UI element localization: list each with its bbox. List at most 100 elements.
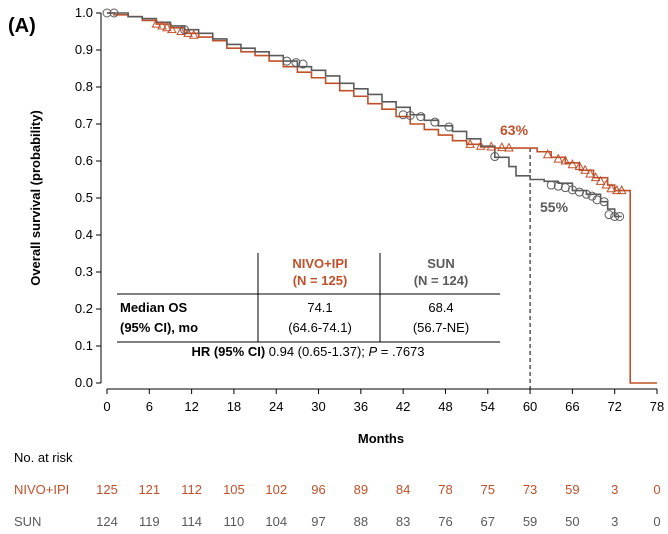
censor-triangle	[616, 185, 627, 195]
risk-value: 83	[396, 514, 410, 529]
risk-value: 3	[611, 514, 618, 529]
censor-triangle	[574, 160, 585, 171]
risk-value: 75	[481, 482, 495, 497]
censor-markers	[102, 8, 627, 221]
censor-circle	[599, 197, 609, 207]
censor-triangle	[188, 29, 199, 39]
censor-circle	[615, 212, 625, 221]
censor-triangle	[497, 142, 507, 152]
censor-triangle	[486, 141, 497, 151]
censor-triangle	[590, 172, 601, 182]
censor-triangle	[585, 168, 595, 178]
x-tick-label: 48	[438, 399, 452, 414]
risk-value: 0	[653, 514, 660, 529]
censor-triangle	[465, 138, 475, 148]
censor-triangle	[606, 183, 617, 193]
censor-circle	[405, 110, 415, 120]
risk-values: 125 121 112 105 102 96 89 84 78 75 73 59 3 0 124 119 114…	[96, 482, 660, 529]
sun-median: 68.4	[428, 300, 453, 315]
nivo-annotation: 63%	[500, 122, 529, 138]
risk-value: 96	[311, 482, 325, 497]
risk-label-nivo: NIVO+IPI	[14, 482, 69, 497]
risk-value: 67	[481, 514, 495, 529]
sun-ci: (56.7-NE)	[413, 320, 469, 335]
risk-value: 97	[311, 514, 325, 529]
y-tick-label: 0.8	[75, 79, 93, 94]
y-tick-label: 0.2	[75, 301, 93, 316]
x-tick-label: 36	[354, 399, 368, 414]
hr-value: 0.94 (0.65-1.37);	[265, 344, 368, 359]
x-tick-label: 60	[523, 399, 537, 414]
risk-value: 84	[396, 482, 410, 497]
p-label: P	[369, 344, 378, 359]
y-tick-label: 0.9	[75, 42, 93, 57]
x-tick-label: 6	[146, 399, 153, 414]
risk-value: 110	[224, 514, 245, 529]
censor-circle	[102, 8, 112, 18]
censor-circle	[546, 180, 556, 190]
censor-circle	[581, 189, 591, 199]
y-tick-label: 0.0	[75, 375, 93, 390]
y-tick-label: 1.0	[75, 5, 93, 20]
censor-circle	[298, 59, 308, 69]
censor-triangle	[504, 142, 514, 152]
row-label-ci: (95% CI), mo	[120, 320, 198, 335]
x-tick-label: 12	[184, 399, 198, 414]
risk-value: 104	[265, 514, 287, 529]
risk-value: 102	[265, 482, 287, 497]
censor-triangle	[560, 155, 571, 165]
censor-triangle	[157, 20, 167, 30]
censor-circle	[604, 210, 614, 220]
risk-value: 76	[438, 514, 452, 529]
risk-value: 125	[96, 482, 118, 497]
censor-triangle	[611, 185, 622, 195]
censor-triangle	[553, 153, 564, 163]
censor-circle	[416, 112, 426, 122]
risk-value: 59	[565, 482, 579, 497]
sun-annotation: 55%	[540, 199, 569, 215]
censor-circle	[430, 117, 440, 127]
risk-value: 0	[653, 482, 660, 497]
risk-value: 50	[565, 514, 579, 529]
risk-value: 114	[181, 514, 202, 529]
risk-value: 59	[523, 514, 537, 529]
axes: 0.0 0.1 0.2 0.3 0.4 0.5 0.6 0.7 0.8 0.9 1.0 0 6 12 18 2…	[75, 5, 664, 414]
x-tick-label: 18	[227, 399, 241, 414]
censor-circle	[109, 8, 119, 18]
y-tick-label: 0.5	[75, 190, 93, 205]
censor-triangle	[580, 164, 590, 174]
y-tick-label: 0.6	[75, 153, 93, 168]
censor-circle	[592, 195, 602, 205]
risk-value: 73	[523, 482, 537, 497]
sun-curve	[107, 12, 622, 218]
x-tick-label: 42	[396, 399, 410, 414]
hr-label: HR (95% CI)	[191, 344, 265, 359]
risk-label-sun: SUN	[14, 514, 41, 529]
censor-circle	[180, 25, 190, 35]
sun-header-line1: SUN	[427, 256, 454, 271]
censor-triangle	[601, 179, 612, 189]
nivo-ci: (64.6-74.1)	[288, 320, 352, 335]
p-value: = .7673	[377, 344, 424, 359]
risk-value: 105	[223, 482, 245, 497]
sun-header-line2: (N = 124)	[414, 273, 469, 288]
censor-triangle	[176, 25, 186, 35]
y-tick-label: 0.4	[75, 227, 93, 242]
censor-circle	[282, 56, 292, 66]
summary-table: NIVO+IPI (N = 125) SUN (N = 124) Median …	[117, 253, 500, 359]
nivo-ipi-curve	[107, 12, 657, 384]
censor-triangle	[151, 18, 162, 28]
panel-label: (A)	[8, 15, 36, 37]
x-axis-title: Months	[358, 431, 404, 446]
censor-triangle	[567, 159, 578, 169]
x-tick-label: 78	[650, 399, 664, 414]
censor-triangle	[167, 24, 177, 34]
risk-value: 112	[181, 482, 202, 497]
risk-value: 119	[139, 514, 160, 529]
nivo-header-line1: NIVO+IPI	[292, 256, 347, 271]
censor-circle	[553, 181, 563, 191]
censor-circle	[610, 212, 620, 221]
y-tick-label: 0.1	[75, 338, 93, 353]
y-axis-title: Overall survival (probability)	[28, 110, 43, 286]
